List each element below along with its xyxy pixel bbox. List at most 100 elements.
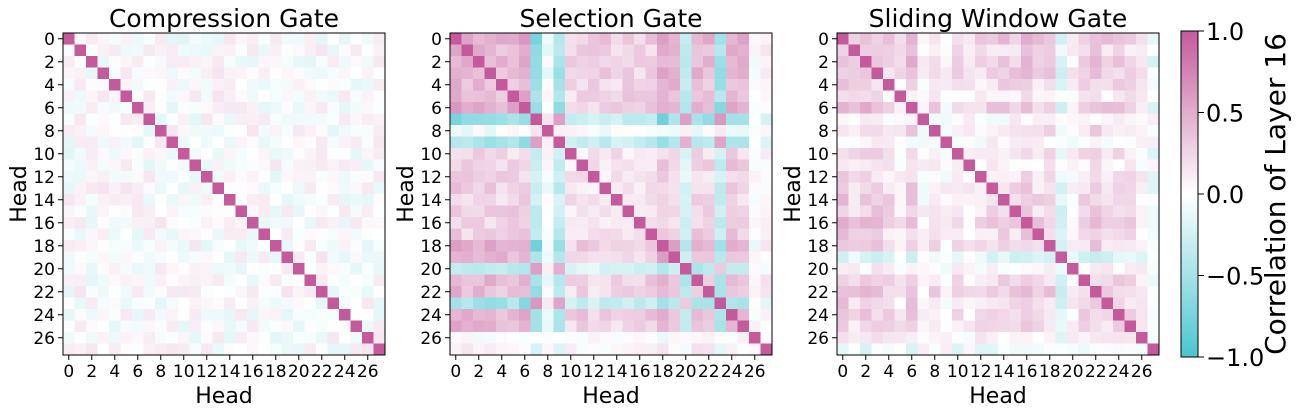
heatmap-cell <box>109 182 121 195</box>
heatmap-cell <box>929 286 941 298</box>
heatmap-cell <box>553 182 566 195</box>
heatmap-cell <box>703 102 715 114</box>
heatmap-cell <box>189 194 202 206</box>
heatmap-cell <box>373 90 386 103</box>
heatmap-cell <box>1044 309 1056 321</box>
heatmap-cell <box>940 297 953 310</box>
heatmap-cell <box>691 102 704 114</box>
heatmap-cell <box>760 56 773 68</box>
heatmap-cell <box>1090 67 1102 80</box>
heatmap-cell <box>917 44 930 57</box>
heatmap-cell <box>120 67 133 80</box>
heatmap-cell <box>247 33 259 45</box>
heatmap-cell <box>327 56 340 68</box>
heatmap-cell <box>339 136 351 149</box>
heatmap-cell <box>1090 113 1102 126</box>
heatmap-cell <box>74 125 87 137</box>
heatmap-cell <box>189 148 202 160</box>
heatmap-cell <box>450 159 462 172</box>
heatmap-cell <box>224 136 236 149</box>
heatmap-cell <box>63 240 75 252</box>
heatmap-cell <box>749 67 761 80</box>
heatmap-cell <box>576 90 589 103</box>
heatmap-cell <box>883 102 895 114</box>
heatmap-cell <box>917 263 930 275</box>
heatmap-cell <box>576 320 589 333</box>
heatmap-cell <box>917 159 930 172</box>
heatmap-cell <box>611 274 623 287</box>
heatmap-cell <box>281 332 294 344</box>
heatmap-cell <box>373 56 386 68</box>
heatmap-cell <box>293 113 305 126</box>
heatmap-cell <box>668 148 681 160</box>
panel-compression-gate: Compression Gate 02468101214161820222426… <box>7 4 386 409</box>
heatmap-cell <box>883 297 895 310</box>
heatmap-cell <box>714 343 727 356</box>
heatmap-cell <box>178 228 190 241</box>
heatmap-cell <box>760 136 773 149</box>
heatmap-cell <box>132 113 144 126</box>
heatmap-cell <box>680 148 692 160</box>
heatmap-cell <box>1032 56 1045 68</box>
panel-title: Sliding Window Gate <box>869 4 1128 33</box>
heatmap-cell <box>1136 125 1148 137</box>
x-tick-label: 20 <box>288 362 310 382</box>
heatmap-cell <box>201 286 213 298</box>
heatmap-cell <box>484 205 497 218</box>
heatmap-cell <box>97 320 110 333</box>
heatmap-cell <box>634 125 646 137</box>
heatmap-cell <box>189 44 202 57</box>
heatmap-cell <box>986 309 999 321</box>
heatmap-cell <box>883 33 895 45</box>
heatmap-cell <box>109 217 121 229</box>
heatmap-cell <box>848 332 861 344</box>
heatmap-cell <box>327 343 340 356</box>
heatmap-cell <box>611 136 623 149</box>
heatmap-cell <box>1009 67 1022 80</box>
heatmap-cell <box>860 79 872 91</box>
heatmap-cell <box>952 251 964 264</box>
heatmap-cell <box>1124 171 1137 183</box>
heatmap-cell <box>952 205 964 218</box>
heatmap-cell <box>293 171 305 183</box>
heatmap-cell <box>270 33 282 45</box>
heatmap-cell <box>450 228 462 241</box>
heatmap-cell <box>894 136 907 149</box>
heatmap-cell <box>1078 67 1091 80</box>
heatmap-cell <box>507 297 520 310</box>
heatmap-cell <box>622 90 635 103</box>
heatmap-cell <box>461 320 474 333</box>
heatmap-cell <box>1032 44 1045 57</box>
heatmap-cell <box>680 297 692 310</box>
heatmap-cell <box>975 79 987 91</box>
heatmap-cell <box>258 136 271 149</box>
heatmap-cell <box>975 90 987 103</box>
heatmap-cell <box>1113 102 1125 114</box>
heatmap-cell <box>622 125 635 137</box>
heatmap-cell <box>1067 263 1079 275</box>
heatmap-cell <box>703 113 715 126</box>
heatmap-cell <box>611 332 623 344</box>
heatmap-cell <box>132 33 144 45</box>
heatmap-cell <box>155 309 167 321</box>
heatmap-cell <box>998 125 1010 137</box>
heatmap-cell <box>1021 171 1033 183</box>
heatmap-cell <box>120 320 133 333</box>
heatmap-cell <box>258 33 271 45</box>
heatmap-cell <box>86 136 98 149</box>
heatmap-cell <box>132 125 144 137</box>
heatmap-cell <box>166 33 179 45</box>
heatmap-cell <box>542 274 554 287</box>
heatmap-cell <box>691 159 704 172</box>
x-tick-label: 6 <box>906 362 917 382</box>
heatmap-cell <box>155 148 167 160</box>
heatmap-cell <box>281 182 294 195</box>
heatmap-cell <box>963 79 976 91</box>
heatmap-cell <box>668 286 681 298</box>
heatmap-cell <box>680 182 692 195</box>
heatmap-cell <box>350 56 363 68</box>
heatmap-cell <box>871 309 884 321</box>
heatmap-cell <box>224 263 236 275</box>
heatmap-cell <box>1044 286 1056 298</box>
heatmap-cell <box>507 309 520 321</box>
